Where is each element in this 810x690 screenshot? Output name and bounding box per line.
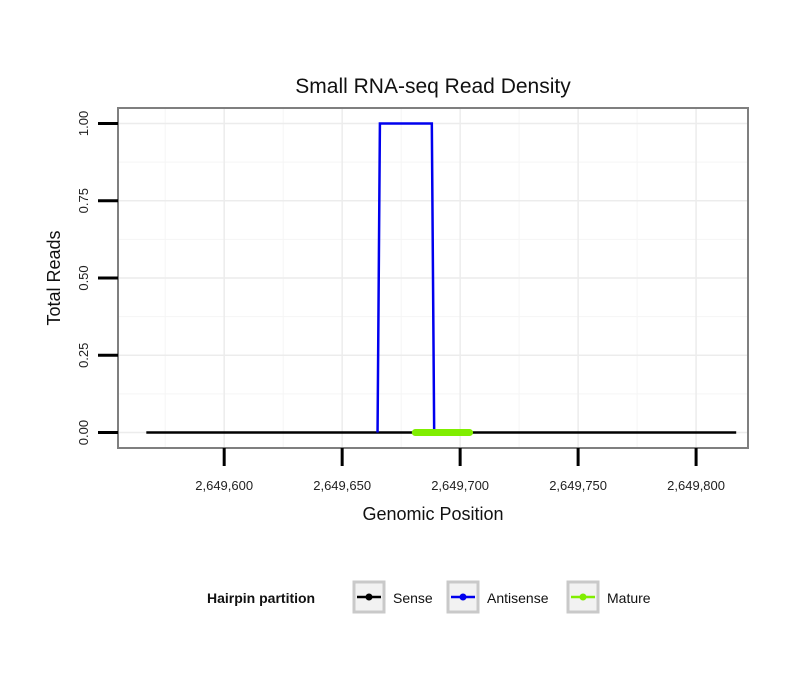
- plot-area: [117, 107, 749, 449]
- legend-swatch-point-antisense: [459, 593, 467, 601]
- y-tick-label: 0.75: [76, 188, 91, 213]
- series-lines: [146, 122, 737, 437]
- legend-label-sense: Sense: [393, 590, 433, 606]
- x-tick-label: 2,649,600: [195, 478, 253, 493]
- x-tick-label: 2,649,700: [431, 478, 489, 493]
- y-tick-label: 0.25: [76, 343, 91, 368]
- y-tick-label: 0.50: [76, 265, 91, 290]
- chart-title: Small RNA-seq Read Density: [295, 75, 571, 98]
- legend: Hairpin partition Sense Antisense Mature: [207, 580, 651, 614]
- legend-items: Sense Antisense Mature: [352, 580, 651, 614]
- y-tick-label: 0.00: [76, 420, 91, 445]
- x-tick-label: 2,649,800: [667, 478, 725, 493]
- x-axis: 2,649,600 2,649,650 2,649,700 2,649,750 2,64…: [195, 448, 725, 493]
- x-tick-label: 2,649,750: [549, 478, 607, 493]
- legend-label-antisense: Antisense: [487, 590, 549, 606]
- legend-swatch-point-sense: [365, 593, 373, 601]
- legend-swatch-point-mature: [579, 593, 587, 601]
- y-axis: 0.00 0.25 0.50 0.75 1.00: [76, 111, 118, 445]
- x-axis-title: Genomic Position: [362, 504, 503, 524]
- legend-title: Hairpin partition: [207, 590, 315, 606]
- x-tick-label: 2,649,650: [313, 478, 371, 493]
- y-axis-title: Total Reads: [44, 230, 64, 325]
- y-tick-label: 1.00: [76, 111, 91, 136]
- legend-label-mature: Mature: [607, 590, 651, 606]
- series-line-antisense: [376, 122, 436, 433]
